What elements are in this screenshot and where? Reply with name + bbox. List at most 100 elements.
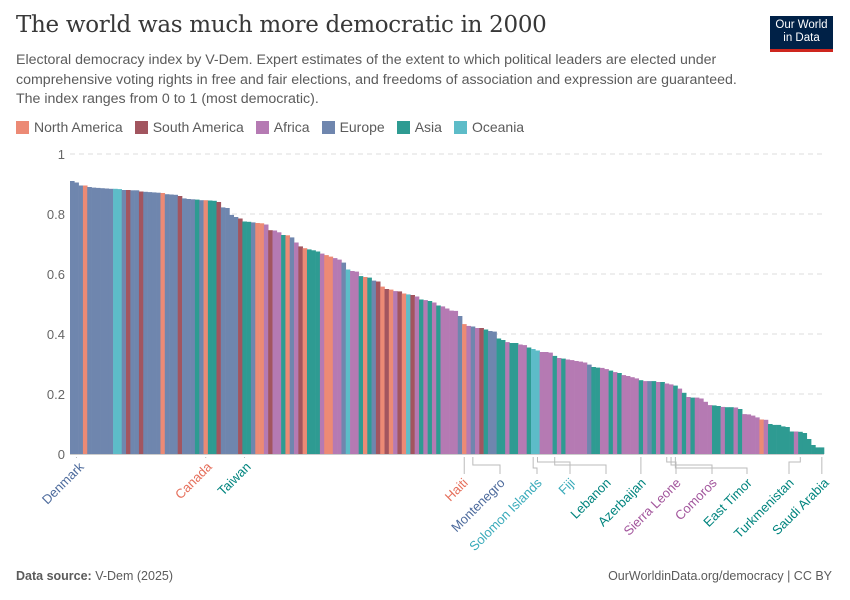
bar-africa[interactable] xyxy=(440,306,446,454)
bar-europe[interactable] xyxy=(173,194,179,455)
bar-europe[interactable] xyxy=(130,190,135,455)
legend-item-europe[interactable]: Europe xyxy=(321,119,385,135)
bar-asia[interactable] xyxy=(772,424,777,454)
bar-asia[interactable] xyxy=(785,427,790,454)
bar-oceania[interactable] xyxy=(345,269,351,455)
bar-africa[interactable] xyxy=(604,369,609,454)
bar-asia[interactable] xyxy=(815,447,820,454)
bar-africa[interactable] xyxy=(677,388,683,454)
bar-africa[interactable] xyxy=(750,415,756,454)
bar-asia[interactable] xyxy=(802,433,808,454)
country-label[interactable]: Denmark xyxy=(39,459,87,507)
bar-south-america[interactable] xyxy=(384,289,390,454)
bar-africa[interactable] xyxy=(332,258,338,454)
bar-africa[interactable] xyxy=(733,407,739,455)
bar-africa[interactable] xyxy=(548,352,553,454)
bar-asia[interactable] xyxy=(561,358,566,454)
bar-oceania[interactable] xyxy=(535,350,540,455)
bar-africa[interactable] xyxy=(574,361,579,454)
bar-asia[interactable] xyxy=(246,221,252,454)
bar-africa[interactable] xyxy=(556,358,562,454)
bar-africa[interactable] xyxy=(263,224,269,455)
source-value[interactable]: V-Dem (2025) xyxy=(95,569,174,583)
bar-north-america[interactable] xyxy=(328,256,334,454)
owid-logo[interactable]: Our World in Data xyxy=(770,16,833,52)
bar-africa[interactable] xyxy=(625,376,631,454)
bar-asia[interactable] xyxy=(367,277,372,454)
bar-south-america[interactable] xyxy=(479,328,484,454)
bar-oceania[interactable] xyxy=(406,294,411,454)
bar-asia[interactable] xyxy=(496,338,502,455)
bar-europe[interactable] xyxy=(487,331,493,454)
bar-europe[interactable] xyxy=(100,188,105,454)
bar-asia[interactable] xyxy=(716,406,721,454)
bar-south-america[interactable] xyxy=(410,295,415,454)
bar-africa[interactable] xyxy=(694,397,700,454)
bar-europe[interactable] xyxy=(470,326,476,455)
bar-europe[interactable] xyxy=(225,208,230,454)
bar-north-america[interactable] xyxy=(401,293,407,455)
country-label[interactable]: Canada xyxy=(172,459,215,502)
bar-south-america[interactable] xyxy=(177,196,183,454)
bar-north-america[interactable] xyxy=(82,185,88,455)
bar-asia[interactable] xyxy=(500,340,506,454)
bar-asia[interactable] xyxy=(358,276,364,454)
bar-africa[interactable] xyxy=(655,382,661,454)
bar-north-america[interactable] xyxy=(759,419,764,455)
bar-africa[interactable] xyxy=(742,414,747,454)
bar-asia[interactable] xyxy=(509,343,515,454)
bar-africa[interactable] xyxy=(453,310,459,454)
legend-item-north-america[interactable]: North America xyxy=(16,119,123,135)
bar-north-america[interactable] xyxy=(259,223,265,454)
bar-africa[interactable] xyxy=(431,302,437,455)
bar-asia[interactable] xyxy=(595,367,601,454)
bar-africa[interactable] xyxy=(393,291,398,454)
bar-europe[interactable] xyxy=(647,381,652,454)
bar-europe[interactable] xyxy=(134,190,140,455)
bar-africa[interactable] xyxy=(634,378,640,454)
bar-south-america[interactable] xyxy=(397,291,403,454)
bar-asia[interactable] xyxy=(819,447,825,454)
bar-south-america[interactable] xyxy=(138,191,144,455)
bar-south-america[interactable] xyxy=(126,190,131,454)
bar-asia[interactable] xyxy=(651,381,657,454)
bar-africa[interactable] xyxy=(707,405,713,454)
bar-africa[interactable] xyxy=(565,359,571,455)
bar-europe[interactable] xyxy=(289,237,295,454)
bar-europe[interactable] xyxy=(199,200,204,454)
bar-asia[interactable] xyxy=(306,249,312,454)
bar-asia[interactable] xyxy=(427,301,433,454)
bar-africa[interactable] xyxy=(612,372,618,454)
bar-europe[interactable] xyxy=(87,187,92,454)
bar-africa[interactable] xyxy=(466,325,471,454)
bar-europe[interactable] xyxy=(143,191,148,455)
legend-item-oceania[interactable]: Oceania xyxy=(453,119,524,135)
bar-asia[interactable] xyxy=(483,329,489,455)
bar-africa[interactable] xyxy=(354,271,359,454)
bar-north-america[interactable] xyxy=(255,223,260,454)
bar-south-america[interactable] xyxy=(375,281,381,455)
bar-asia[interactable] xyxy=(776,424,782,454)
bar-asia[interactable] xyxy=(729,407,734,454)
bar-asia[interactable] xyxy=(673,385,678,454)
country-label[interactable]: Taiwan xyxy=(215,459,254,498)
bar-africa[interactable] xyxy=(543,352,549,454)
legend-item-south-america[interactable]: South America xyxy=(134,119,244,135)
bar-europe[interactable] xyxy=(70,181,75,454)
bar-africa[interactable] xyxy=(475,328,480,454)
bar-asia[interactable] xyxy=(724,407,730,454)
bar-asia[interactable] xyxy=(798,431,803,454)
bar-north-america[interactable] xyxy=(380,286,385,454)
bar-europe[interactable] xyxy=(104,188,110,455)
bar-asia[interactable] xyxy=(242,221,247,455)
bar-south-america[interactable] xyxy=(216,202,222,454)
bar-africa[interactable] xyxy=(569,360,575,454)
bar-asia[interactable] xyxy=(311,250,316,454)
bar-asia[interactable] xyxy=(315,251,321,455)
bar-europe[interactable] xyxy=(492,331,497,454)
bar-asia[interactable] xyxy=(780,426,786,454)
bar-africa[interactable] xyxy=(423,300,428,454)
footer-link[interactable]: OurWorldinData.org/democracy | CC BY xyxy=(608,569,832,583)
bar-north-america[interactable] xyxy=(462,324,467,454)
bar-europe[interactable] xyxy=(95,187,101,454)
